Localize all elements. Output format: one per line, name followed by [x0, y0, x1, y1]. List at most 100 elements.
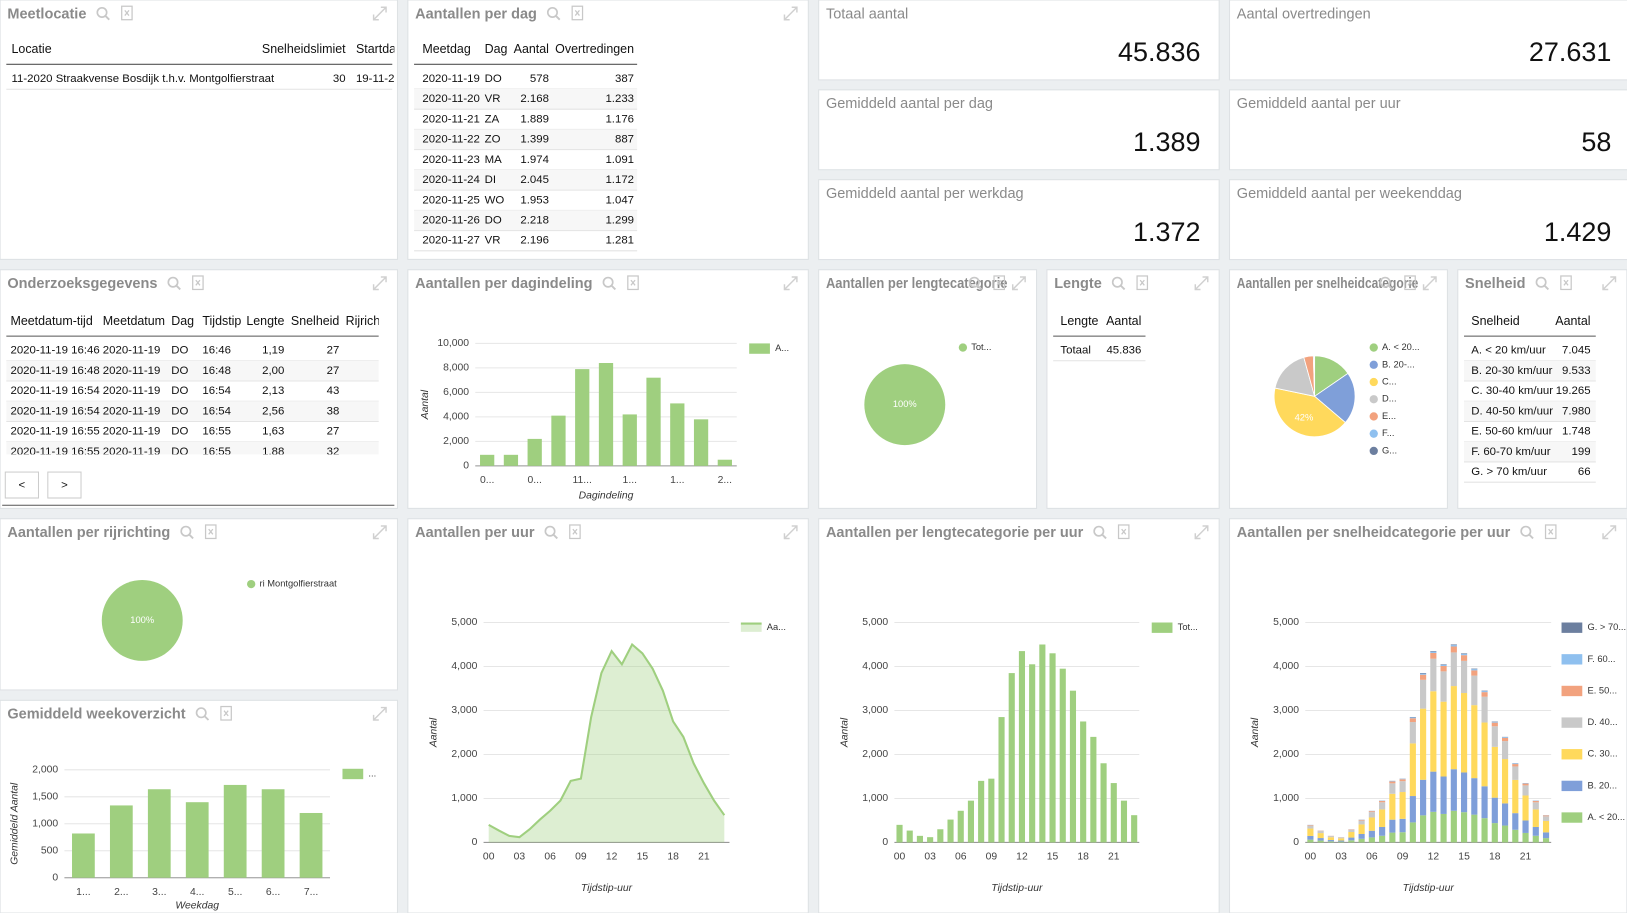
bar: [1512, 829, 1519, 843]
expand-icon[interactable]: [783, 6, 798, 21]
bar: [1461, 693, 1468, 773]
icon-part: [204, 524, 217, 540]
export-icon[interactable]: [1560, 275, 1572, 291]
export-icon[interactable]: [220, 705, 232, 721]
bar: [937, 829, 944, 843]
expand-icon[interactable]: [783, 525, 798, 540]
bar: [1450, 644, 1457, 646]
row-stripe: [414, 88, 638, 110]
expand-icon[interactable]: [1602, 525, 1617, 540]
legend-swatch: [1151, 622, 1173, 633]
pager-label[interactable]: >: [61, 480, 68, 492]
expand-icon[interactable]: [372, 6, 387, 21]
expand-icon[interactable]: [783, 276, 798, 291]
table-header: Snelheid: [291, 314, 339, 328]
expand-icon[interactable]: [1422, 276, 1437, 291]
legend-swatch: [1369, 412, 1378, 421]
search-icon[interactable]: [180, 525, 194, 540]
bar: [1409, 722, 1416, 744]
search-icon[interactable]: [968, 276, 983, 291]
table-cell: 16:54: [202, 405, 231, 417]
search-icon[interactable]: [544, 525, 558, 540]
table-cell: 1.281: [605, 235, 634, 247]
export-icon[interactable]: [569, 524, 581, 540]
search-icon[interactable]: [167, 276, 181, 291]
bar: [1348, 840, 1355, 843]
panel: [407, 518, 809, 913]
pager-button[interactable]: [4, 471, 40, 499]
bar: [1532, 809, 1539, 827]
bar: [1327, 841, 1334, 843]
bar: [622, 414, 637, 466]
bar: [978, 780, 985, 843]
export-icon[interactable]: [121, 5, 133, 21]
expand-icon[interactable]: [1194, 525, 1209, 540]
expand-icon[interactable]: [1602, 276, 1617, 291]
export-icon[interactable]: [1117, 524, 1130, 540]
legend-swatch: [1561, 622, 1583, 633]
search-icon[interactable]: [1520, 525, 1534, 540]
x-tick-label: 0...: [527, 475, 541, 486]
x-tick-label: 2...: [114, 887, 128, 898]
icon-part: [602, 276, 614, 288]
export-icon[interactable]: [204, 524, 217, 540]
icon-part: [372, 6, 387, 21]
search-icon[interactable]: [1379, 276, 1394, 291]
table-cell: 1.233: [605, 93, 634, 105]
bar: [72, 833, 95, 878]
pager-label[interactable]: <: [19, 480, 26, 492]
search-icon[interactable]: [546, 6, 561, 21]
export-icon[interactable]: [192, 275, 204, 291]
search-icon[interactable]: [96, 6, 110, 21]
bar: [1522, 820, 1529, 833]
search-icon[interactable]: [1093, 525, 1107, 540]
expand-icon[interactable]: [372, 276, 387, 291]
y-tick-label: 8,000: [443, 363, 469, 374]
bar: [670, 403, 685, 466]
expand-icon[interactable]: [1194, 276, 1209, 291]
x-tick-label: 18: [1077, 852, 1089, 863]
bar: [1532, 801, 1539, 803]
bar: [1008, 673, 1015, 843]
table-cell: 2.196: [520, 235, 549, 247]
x-tick-label: 03: [1335, 852, 1347, 863]
table-cell: 2020-11-19: [103, 385, 160, 397]
row-stripe: [414, 169, 638, 191]
legend-swatch: [1369, 377, 1378, 387]
table-cell: 1.047: [605, 194, 634, 206]
y-tick-label: 0: [882, 837, 888, 848]
expand-icon[interactable]: [372, 525, 387, 540]
search-icon[interactable]: [1111, 276, 1126, 291]
icon-part: [195, 707, 207, 719]
export-icon[interactable]: [571, 5, 584, 21]
y-tick-label: 5,000: [1273, 617, 1299, 628]
expand-icon[interactable]: [1011, 276, 1026, 291]
export-icon[interactable]: [627, 275, 639, 291]
pager-button[interactable]: [47, 471, 82, 499]
export-icon[interactable]: [993, 275, 1006, 291]
export-icon[interactable]: [1544, 524, 1557, 540]
bar: [1039, 644, 1046, 843]
bar: [223, 784, 247, 878]
search-icon[interactable]: [1535, 276, 1550, 291]
bar: [906, 830, 913, 843]
pie-label: 42%: [1295, 413, 1314, 423]
export-icon[interactable]: [1136, 275, 1149, 291]
search-icon[interactable]: [195, 707, 210, 721]
table-header: Aantal: [514, 42, 549, 56]
x-tick-label: 6...: [266, 887, 280, 898]
bar: [1327, 839, 1334, 842]
x-axis-title: Dagindeling: [579, 491, 634, 502]
bar: [1491, 823, 1498, 843]
icon-part: [1560, 275, 1572, 291]
panel-title: Aantallen per snelheidcategorie: [1237, 276, 1419, 292]
export-icon[interactable]: [1404, 275, 1416, 291]
expand-icon[interactable]: [372, 706, 387, 721]
search-icon[interactable]: [602, 276, 617, 291]
table-header: Startda: [356, 42, 396, 56]
bar: [299, 812, 323, 878]
table-header: Tijdstip: [202, 314, 241, 328]
bar: [1430, 652, 1437, 659]
table-cell: 16:48: [202, 365, 231, 377]
bar: [957, 810, 964, 843]
